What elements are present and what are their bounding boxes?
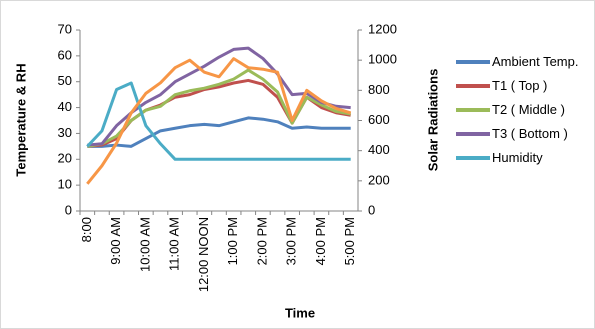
legend-label: Ambient Temp. [492,54,579,69]
legend-swatch [456,156,490,160]
legend-entry: T1 ( Top ) [456,76,591,95]
y2-tick-label: 200 [368,172,390,187]
x-tick-label: 8:00 [79,217,94,242]
y-tick-label: 30 [58,125,72,140]
x-tick-label: 1:00 PM [225,217,240,265]
x-axis-title: Time [285,305,315,320]
legend-entry: Humidity [456,148,591,167]
x-tick-label: 4:00 PM [313,217,328,265]
y-tick-label: 20 [58,151,72,166]
legend-swatch [456,108,490,112]
x-tick-label: 2:00 PM [254,217,269,265]
legend-label: Humidity [492,150,543,165]
y2-tick-label: 400 [368,142,390,157]
legend-label: T3 ( Bottom ) [492,126,568,141]
x-tick-label: 11:00 AM [167,217,182,271]
legend-swatch [456,84,490,88]
series-line [86,57,352,185]
legend-swatch [456,132,490,136]
legend-entry: T3 ( Bottom ) [456,124,591,143]
y2-tick-label: 0 [368,202,375,217]
x-tick-label: 9:00 AM [108,217,123,265]
series-line [87,68,351,148]
y-tick-label: 50 [58,73,72,88]
x-tick-label: 12:00 NOON [196,217,211,292]
y2-axis-title: Solar Radiations [425,69,440,172]
y2-tick-label: 600 [368,112,390,127]
x-tick-label: 3:00 PM [284,217,299,265]
y-tick-label: 40 [58,99,72,114]
legend-entry: T2 ( Middle ) [456,100,591,119]
legend-swatch [456,60,490,64]
x-tick-label: 5:00 PM [342,217,357,265]
series-line [87,116,351,148]
y2-tick-label: 800 [368,82,390,97]
y2-tick-label: 1200 [368,21,397,36]
y-axis-title: Temperature & RH [13,63,28,176]
legend-label: T2 ( Middle ) [492,102,565,117]
y2-tick-label: 1000 [368,52,397,67]
y-tick-label: 60 [58,47,72,62]
legend: Ambient Temp. T1 ( Top ) T2 ( Middle ) T3 (… [456,52,591,172]
y-tick-label: 0 [65,202,72,217]
y-tick-label: 70 [58,21,72,36]
x-tick-label: 10:00 AM [137,217,152,272]
series-line [86,81,351,161]
y-tick-label: 10 [58,177,72,192]
legend-entry: Ambient Temp. [456,52,591,71]
legend-label: T1 ( Top ) [492,78,548,93]
